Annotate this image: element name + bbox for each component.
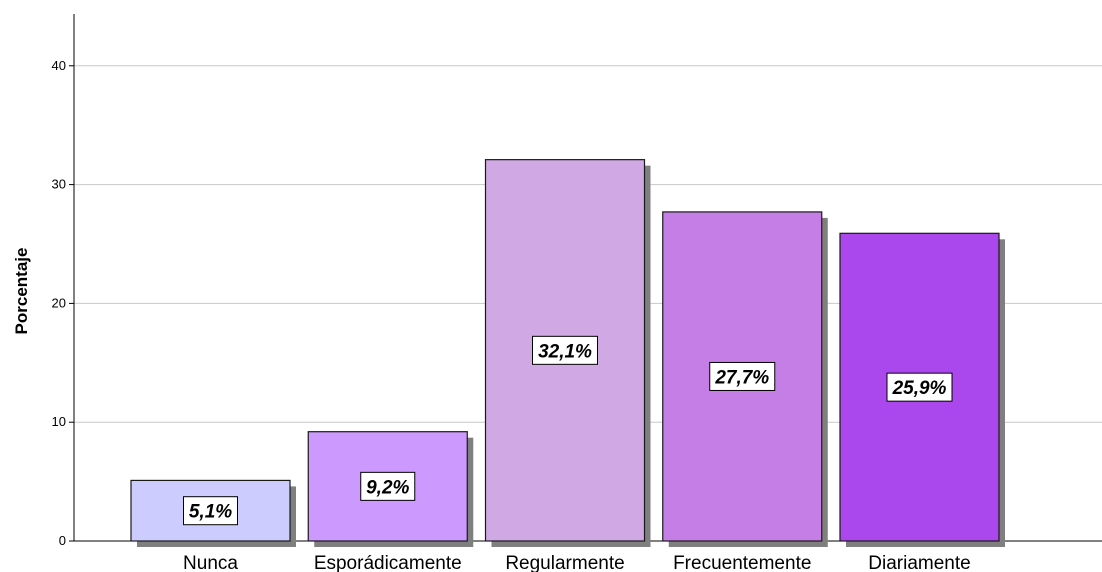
data-label-box xyxy=(360,471,416,501)
y-tick-label: 20 xyxy=(52,295,66,310)
category-label: Esporádicamente xyxy=(314,553,462,572)
data-label-box xyxy=(183,496,238,526)
y-tick-label: 10 xyxy=(52,414,66,429)
category-label: Nunca xyxy=(183,553,238,572)
y-tick-label: 30 xyxy=(52,177,66,192)
data-label-box xyxy=(709,361,776,391)
category-label: Regularmente xyxy=(505,553,624,572)
data-label: 27,7% xyxy=(714,367,769,388)
category-label: Diariamente xyxy=(868,553,970,572)
data-label-box xyxy=(886,372,953,402)
data-label: 9,2% xyxy=(366,477,409,498)
category-labels: Nunca Esporádicamente Regularmente Frecuent… xyxy=(183,553,971,572)
data-label: 5,1% xyxy=(189,502,232,523)
y-axis-title: Porcentaje xyxy=(12,248,31,335)
data-labels: 5,1% 9,2% 32,1% 27,7% 25,9% xyxy=(183,335,953,526)
data-label: 32,1% xyxy=(538,341,592,362)
y-tick-label: 0 xyxy=(59,533,66,548)
y-tick-labels: 0 10 20 30 40 xyxy=(52,58,74,548)
data-label-box xyxy=(532,335,598,365)
data-label: 25,9% xyxy=(892,378,947,399)
y-tick-label: 40 xyxy=(52,58,66,73)
category-label: Frecuentemente xyxy=(673,553,811,572)
